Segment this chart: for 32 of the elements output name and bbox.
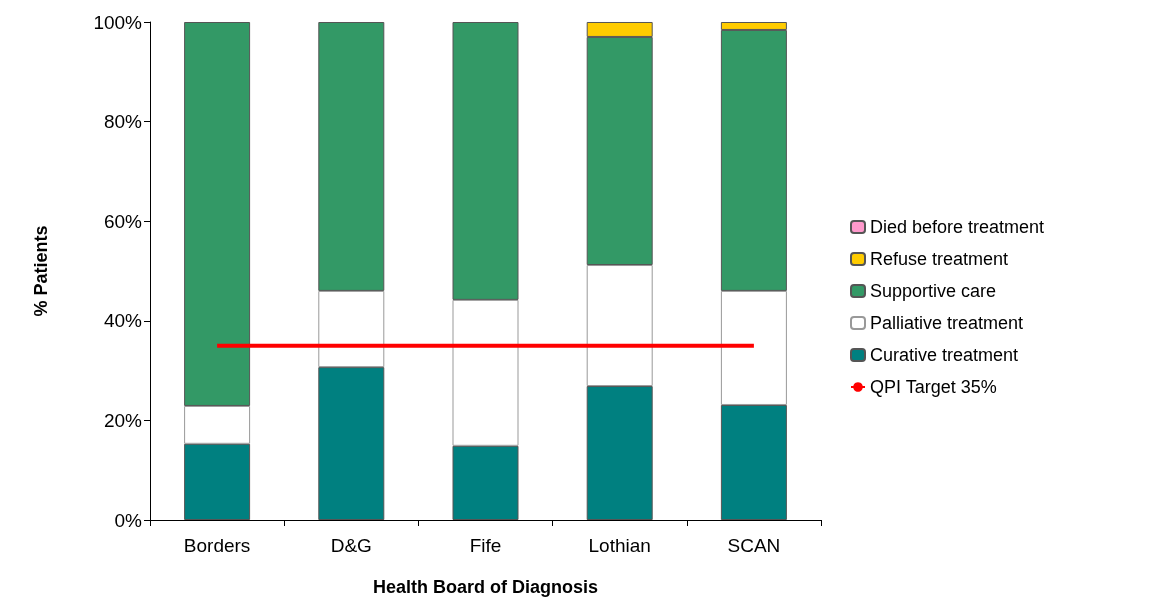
- bar: [586, 386, 653, 520]
- x-axis-title: Health Board of Diagnosis: [372, 577, 599, 597]
- bar: [720, 290, 787, 405]
- bar: [318, 22, 385, 291]
- y-axis-title: % Patients: [31, 225, 51, 317]
- bar: [318, 290, 385, 368]
- legend-label: Supportive care: [870, 281, 997, 301]
- y-tick-label: 80%: [103, 111, 143, 133]
- y-tick-label: 40%: [103, 310, 143, 332]
- bar: [184, 443, 251, 520]
- bar: [184, 405, 251, 444]
- legend-label: Refuse treatment: [870, 249, 1009, 269]
- x-tick-label: Lothian: [588, 535, 651, 556]
- bar: [318, 367, 385, 520]
- bar: [586, 265, 653, 387]
- legend-label: Palliative treatment: [870, 313, 1024, 333]
- bar: [184, 22, 251, 406]
- legend-label: Curative treatment: [870, 345, 1019, 365]
- x-tick-label: SCAN: [727, 535, 781, 556]
- y-tick-label: 0%: [114, 509, 143, 531]
- x-tick-label: D&G: [330, 535, 372, 556]
- bar: [452, 445, 519, 520]
- y-tick-label: 100%: [93, 11, 143, 33]
- bar: [452, 22, 519, 300]
- bar: [720, 404, 787, 520]
- x-tick-label: Fife: [469, 535, 502, 556]
- legend-label: QPI Target 35%: [870, 377, 997, 397]
- y-tick-label: 20%: [103, 409, 143, 431]
- legend-label: Died before treatment: [870, 217, 1045, 237]
- y-tick-label: 60%: [103, 210, 143, 232]
- x-tick-label: Borders: [183, 535, 251, 556]
- bar: [452, 299, 519, 446]
